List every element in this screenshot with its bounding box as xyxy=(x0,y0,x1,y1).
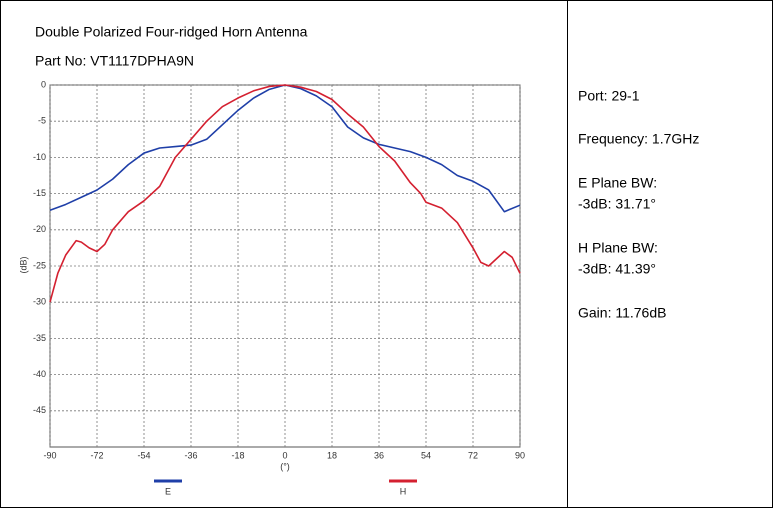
x-tick-label: 72 xyxy=(468,450,478,460)
x-axis-label: (°) xyxy=(280,461,290,471)
y-tick-label: -40 xyxy=(33,369,46,379)
y-tick-label: 0 xyxy=(41,79,46,89)
x-tick-label: 0 xyxy=(282,450,287,460)
info-line: Frequency: 1.7GHz xyxy=(578,131,699,147)
y-tick-label: -5 xyxy=(38,116,46,126)
x-tick-label: 18 xyxy=(327,450,337,460)
info-line: -3dB: 41.39° xyxy=(578,261,656,277)
y-tick-label: -25 xyxy=(33,260,46,270)
x-tick-label: 54 xyxy=(421,450,431,460)
y-tick-label: -45 xyxy=(33,405,46,415)
info-line: -3dB: 31.71° xyxy=(578,196,656,212)
legend-label: E xyxy=(165,486,171,496)
info-line: Gain: 11.76dB xyxy=(578,305,666,321)
x-tick-label: -18 xyxy=(231,450,244,460)
x-tick-label: 36 xyxy=(374,450,384,460)
y-tick-label: -10 xyxy=(33,152,46,162)
info-line: H Plane BW: xyxy=(578,240,658,256)
x-tick-label: -54 xyxy=(137,450,150,460)
x-tick-label: -36 xyxy=(184,450,197,460)
y-axis-label: (dB) xyxy=(18,256,28,273)
x-tick-label: 90 xyxy=(515,450,525,460)
info-line: E Plane BW: xyxy=(578,175,657,191)
y-tick-label: -20 xyxy=(33,224,46,234)
y-tick-label: -30 xyxy=(33,297,46,307)
x-tick-label: -90 xyxy=(43,450,56,460)
y-tick-label: -35 xyxy=(33,333,46,343)
title: Double Polarized Four-ridged Horn Antenn… xyxy=(35,24,308,40)
series-line xyxy=(49,84,521,303)
part-no: Part No: VT1117DPHA9N xyxy=(35,53,194,69)
info-line: Port: 29-1 xyxy=(578,88,640,104)
x-tick-label: -72 xyxy=(90,450,103,460)
y-tick-label: -15 xyxy=(33,188,46,198)
legend-label: H xyxy=(400,486,407,496)
